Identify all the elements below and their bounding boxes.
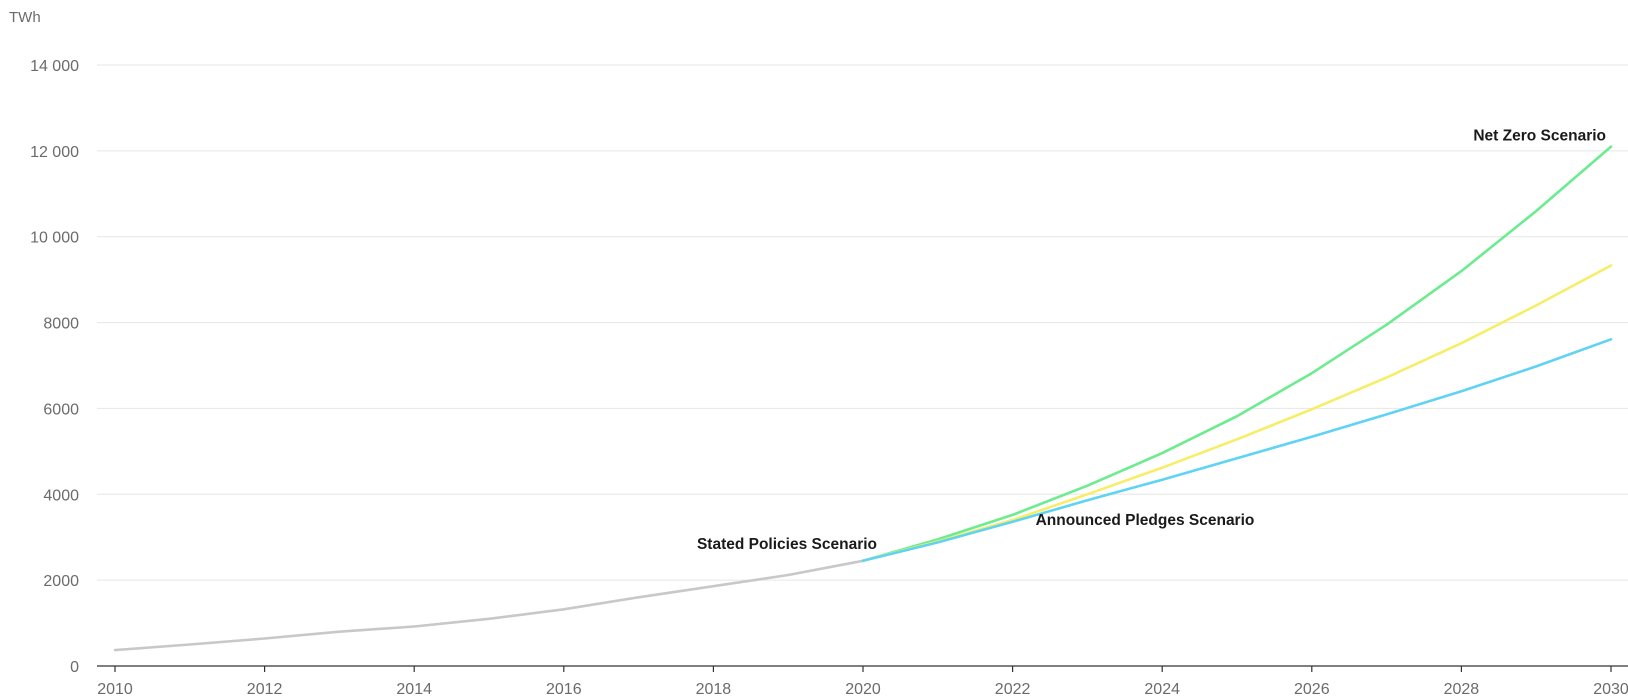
series-annotations: Net Zero Scenario Announced Pledges Scena… <box>697 128 1606 553</box>
annotation-net-zero-scenario: Net Zero Scenario <box>1473 128 1606 145</box>
series-line-net-zero-scenario <box>861 145 1613 563</box>
y-tick-label-12000: 12 000 <box>30 144 79 161</box>
y-tick-label-14000: 14 000 <box>30 58 79 75</box>
x-axis: 2010 2012 2014 2016 2018 2020 2022 2024 2026 2028… <box>97 665 1628 697</box>
x-tick-label-2018: 2018 <box>696 681 732 697</box>
series-line-announced-pledges-scenario <box>861 264 1613 563</box>
y-tick-label-0: 0 <box>70 659 79 676</box>
y-axis-unit-label: TWh <box>9 9 41 26</box>
series-line-historical <box>113 559 865 652</box>
x-tick-label-2010: 2010 <box>97 681 133 697</box>
x-tick-label-2014: 2014 <box>396 681 432 697</box>
gridlines <box>97 64 1628 581</box>
x-tick-label-2020: 2020 <box>845 681 881 697</box>
x-tick-label-2024: 2024 <box>1144 681 1180 697</box>
y-tick-label-8000: 8000 <box>43 316 79 333</box>
y-tick-label-10000: 10 000 <box>30 230 79 247</box>
series-line-stated-policies-scenario <box>861 337 1613 563</box>
annotation-stated-policies-scenario: Stated Policies Scenario <box>697 536 877 553</box>
annotation-announced-pledges-scenario: Announced Pledges Scenario <box>1036 512 1255 529</box>
y-tick-label-2000: 2000 <box>43 573 79 590</box>
x-tick-label-2030: 2030 <box>1593 681 1628 697</box>
y-tick-label-6000: 6000 <box>43 401 79 418</box>
x-tick-label-2026: 2026 <box>1294 681 1330 697</box>
x-tick-label-2016: 2016 <box>546 681 582 697</box>
x-tick-label-2022: 2022 <box>995 681 1031 697</box>
x-tick-label-2012: 2012 <box>247 681 283 697</box>
y-axis-tick-labels: 0 2000 4000 6000 8000 10 000 12 000 14 000 <box>30 58 79 676</box>
series-lines <box>113 145 1613 652</box>
y-tick-label-4000: 4000 <box>43 487 79 504</box>
x-tick-label-2028: 2028 <box>1444 681 1480 697</box>
